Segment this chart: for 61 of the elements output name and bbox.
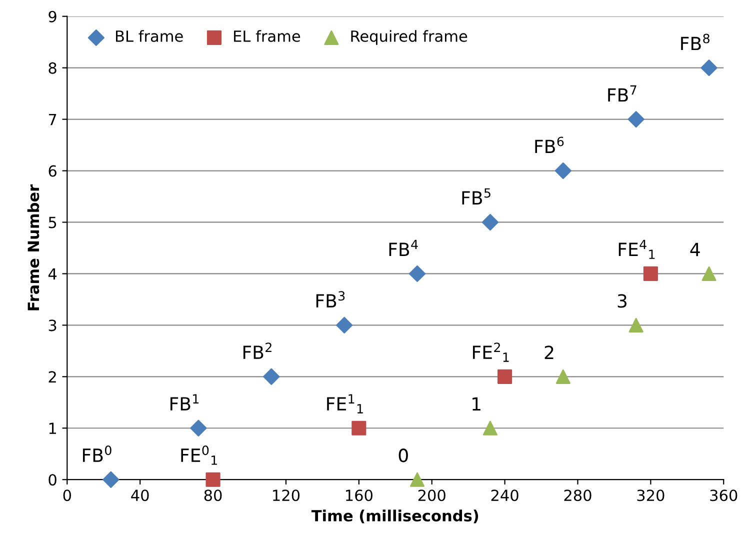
annotation: FB$^{5}$ [462,188,490,204]
annotation: FE$^{1}$$_{1}$ [327,394,363,414]
annotation: 2 [544,346,554,360]
point [628,318,644,332]
y-tick-label: 6 [48,165,56,177]
x-tick-label: 320 [637,490,664,502]
legend-label: Required frame [351,30,468,45]
point [482,214,499,231]
x-tick-label: 40 [131,490,149,502]
x-tick-label: 200 [418,490,446,502]
x-tick-label: 240 [491,490,518,502]
y-axis-title: Frame Number [27,184,40,310]
point [556,369,570,384]
point [554,162,572,180]
y-tick-label: 3 [48,320,56,332]
point [498,369,512,384]
annotation: FE$^{0}$$_{1}$ [181,446,218,465]
point [206,472,220,487]
point [700,60,718,76]
y-tick-label: 0 [48,474,56,486]
annotation: FB$^{8}$ [681,34,710,50]
point [410,472,425,487]
point [263,368,280,385]
y-tick-label: 2 [48,371,56,382]
y-tick-label: 8 [48,62,56,74]
legend-label: EL frame [234,30,300,42]
annotation: FB$^{0}$ [82,446,112,462]
point [336,316,353,334]
x-axis-title: Time (milliseconds) [311,510,478,524]
annotation: FB$^{3}$ [316,291,345,308]
point [702,266,716,281]
x-tick-label: 360 [710,490,738,502]
point [643,266,658,281]
y-tick-label: 4 [48,268,57,280]
point [482,420,498,436]
point [190,420,207,436]
point [352,420,366,436]
y-tick-label: 5 [48,216,56,228]
annotation: FE$^{4}$$_{1}$ [618,240,655,259]
x-tick-label: 0 [63,490,71,502]
x-tick-label: 80 [204,490,222,502]
point [408,265,426,282]
annotation: FB$^{7}$ [608,85,636,102]
y-tick-label: 9 [48,10,56,22]
x-tick-label: 280 [564,490,592,502]
annotation: FB$^{4}$ [389,240,418,256]
annotation: 3 [618,294,626,308]
annotation: 0 [398,448,408,462]
y-tick-label: 1 [49,422,56,434]
annotation: FB$^{1}$ [170,394,199,410]
annotation: 1 [472,397,480,410]
annotation: FB$^{2}$ [243,342,272,359]
x-tick-label: 160 [346,490,372,502]
legend-label: BL frame [116,30,183,42]
point [628,110,644,128]
annotation: FB$^{6}$ [535,136,564,153]
annotation: 4 [690,242,700,256]
point [102,471,120,488]
y-tick-label: 7 [48,114,56,126]
annotation: FE$^{2}$$_{1}$ [472,342,509,362]
x-tick-label: 120 [273,490,300,502]
